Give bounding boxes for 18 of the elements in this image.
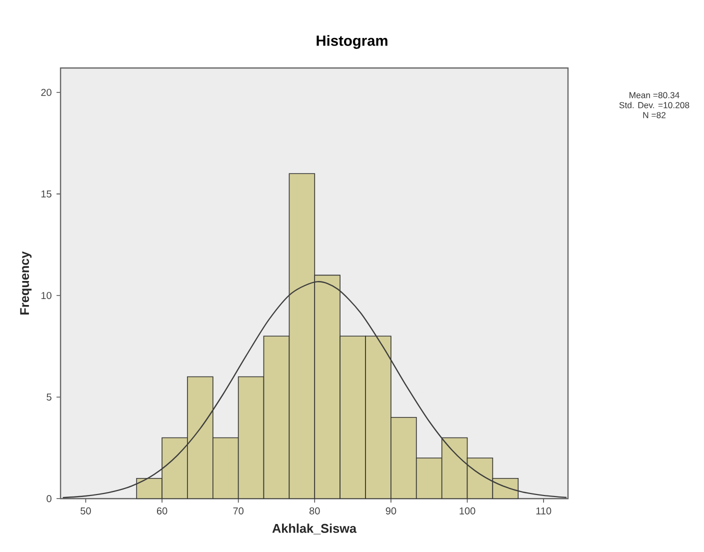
y-tick-label: 15 bbox=[41, 190, 52, 198]
x-tick-label: 60 bbox=[156, 507, 168, 514]
x-tick-label: 50 bbox=[80, 507, 91, 514]
x-tick-label: 110 bbox=[536, 507, 552, 514]
text: Mean =80.34 bbox=[630, 92, 680, 98]
y-tick-label: 10 bbox=[41, 292, 52, 300]
x-tick-label: 70 bbox=[233, 507, 244, 514]
y-tick-label: 0 bbox=[46, 495, 52, 502]
x-tick-label: 80 bbox=[310, 507, 320, 514]
chart-title: Histogram bbox=[316, 35, 388, 49]
y-axis-title: Frequency bbox=[20, 251, 32, 314]
x-tick-label: 90 bbox=[386, 507, 396, 514]
y-tick-label: 5 bbox=[46, 394, 52, 401]
x-tick-label: 100 bbox=[460, 507, 476, 514]
x-axis-title: Akhlak_Siswa bbox=[272, 524, 357, 534]
y-tick-label: 20 bbox=[41, 88, 52, 96]
text: Std. Dev. =10.208 bbox=[619, 102, 690, 108]
text: N =82 bbox=[643, 112, 666, 118]
